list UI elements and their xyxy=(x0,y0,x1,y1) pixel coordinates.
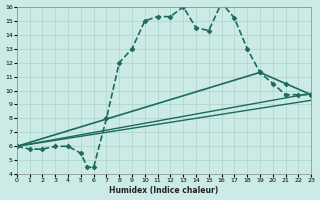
X-axis label: Humidex (Indice chaleur): Humidex (Indice chaleur) xyxy=(109,186,219,195)
